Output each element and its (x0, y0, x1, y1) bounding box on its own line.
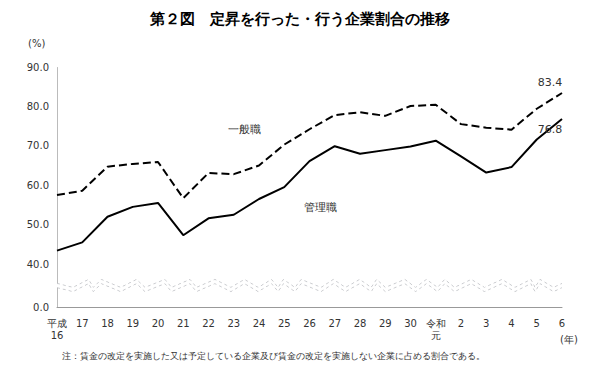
svg-text:6: 6 (559, 318, 565, 329)
svg-text:管理職: 管理職 (304, 201, 337, 214)
svg-text:18: 18 (101, 318, 114, 329)
svg-text:29: 29 (379, 318, 392, 329)
svg-text:21: 21 (177, 318, 190, 329)
svg-text:注：賃金の改定を実施した又は予定している企業及び賃金の改定を: 注：賃金の改定を実施した又は予定している企業及び賃金の改定を実施しない企業に占め… (62, 351, 485, 361)
svg-text:70.0: 70.0 (27, 140, 49, 151)
svg-text:28: 28 (354, 318, 367, 329)
svg-text:(%): (%) (28, 38, 45, 49)
svg-text:16: 16 (51, 330, 64, 341)
svg-text:27: 27 (328, 318, 341, 329)
svg-text:30: 30 (404, 318, 417, 329)
svg-text:23: 23 (227, 318, 240, 329)
svg-text:20: 20 (152, 318, 165, 329)
svg-text:5: 5 (534, 318, 540, 329)
svg-text:(年): (年) (560, 334, 578, 345)
svg-text:40.0: 40.0 (27, 259, 49, 270)
svg-text:令和: 令和 (426, 318, 446, 329)
svg-text:26: 26 (303, 318, 316, 329)
svg-text:4: 4 (508, 318, 514, 329)
svg-text:2: 2 (458, 318, 464, 329)
svg-text:80.0: 80.0 (27, 101, 49, 112)
svg-text:平成: 平成 (47, 318, 67, 329)
svg-text:50.0: 50.0 (27, 219, 49, 230)
svg-text:第２図 定昇を行った・行う企業割合の推移: 第２図 定昇を行った・行う企業割合の推移 (149, 10, 450, 28)
svg-text:22: 22 (202, 318, 215, 329)
svg-text:元: 元 (431, 330, 441, 341)
svg-text:17: 17 (76, 318, 89, 329)
svg-text:60.0: 60.0 (27, 180, 49, 191)
svg-text:24: 24 (253, 318, 266, 329)
svg-text:76.8: 76.8 (538, 123, 563, 136)
svg-text:19: 19 (126, 318, 139, 329)
svg-text:90.0: 90.0 (27, 62, 49, 73)
svg-text:一般職: 一般職 (228, 123, 261, 136)
svg-text:3: 3 (483, 318, 489, 329)
svg-text:25: 25 (278, 318, 291, 329)
svg-text:0.0: 0.0 (33, 302, 49, 313)
svg-text:83.4: 83.4 (538, 76, 563, 89)
